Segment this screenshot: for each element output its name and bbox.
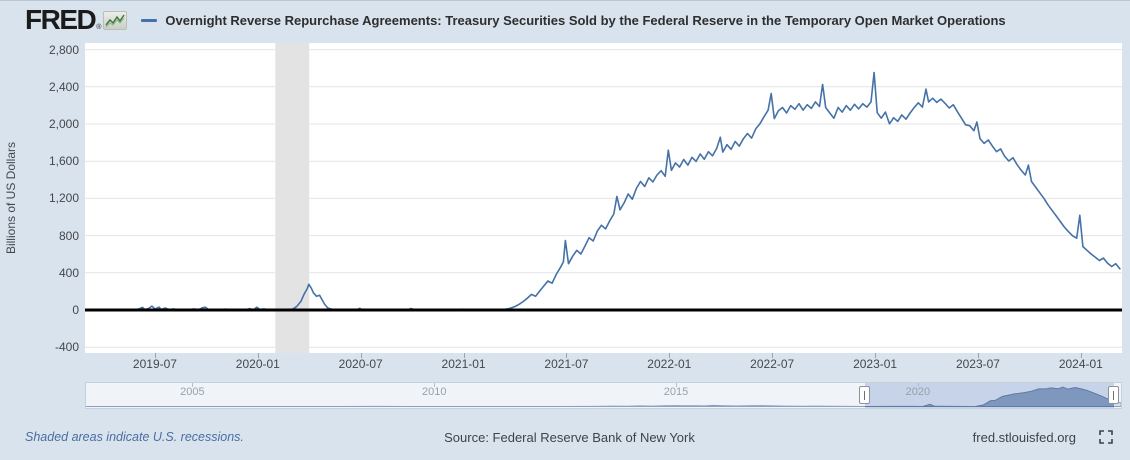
scrubber-year-label: 2015: [663, 386, 689, 398]
data-series-line: [86, 71, 1121, 311]
scrubber-right-handle[interactable]: [1108, 386, 1119, 404]
x-tick-label: 2023-07: [955, 357, 1000, 371]
scrubber-left-handle[interactable]: [859, 386, 870, 404]
x-tick-mark: [977, 353, 979, 358]
chart-header: FRED ® Overnight Reverse Repurchase Agre…: [25, 5, 1006, 35]
y-tick-label: 800: [58, 228, 79, 243]
y-tick-label: 0: [72, 303, 79, 318]
series-legend-dash: [141, 18, 158, 22]
x-tick-label: 2022-01: [647, 357, 692, 371]
plot-area[interactable]: [85, 43, 1122, 353]
fred-logo[interactable]: FRED: [25, 4, 97, 35]
y-tick-label: 2,000: [48, 117, 79, 131]
fullscreen-icon[interactable]: [1098, 429, 1114, 445]
y-tick-label: 400: [58, 265, 79, 280]
chart-footer: Shaded areas indicate U.S. recessions. S…: [0, 425, 1130, 449]
x-tick-label: 2022-07: [750, 357, 795, 371]
main-chart-svg[interactable]: [85, 43, 1122, 353]
scrubber-year-tick: [192, 383, 194, 387]
recession-note: Shaded areas indicate U.S. recessions.: [25, 430, 244, 444]
x-tick-label: 2020-01: [235, 357, 280, 371]
series-title: Overnight Reverse Repurchase Agreements:…: [165, 12, 1006, 28]
y-tick-label: 2,400: [48, 79, 79, 94]
x-tick-mark: [463, 353, 465, 358]
fred-sparkline-icon: [103, 10, 128, 30]
x-tick-label: 2024-01: [1058, 357, 1103, 371]
fred-site-link[interactable]: fred.stlouisfed.org: [972, 429, 1076, 445]
scrubber-year-label: 2005: [180, 386, 205, 398]
source-text: Source: Federal Reserve Bank of New York: [444, 429, 695, 445]
y-tick-label: 2,800: [48, 42, 79, 57]
x-tick-mark: [1080, 353, 1082, 358]
x-tick-label: 2019-07: [132, 357, 177, 371]
y-tick-label: 1,600: [48, 154, 79, 169]
y-tick-label: -400: [54, 340, 79, 355]
scrubber-year-label: 2010: [421, 386, 447, 398]
x-tick-label: 2020-07: [338, 357, 383, 371]
mini-chart-area-selected: [865, 386, 1114, 408]
y-tick-label: 1,200: [48, 191, 79, 206]
x-tick-mark: [154, 353, 156, 358]
scrubber-year-tick: [676, 383, 678, 387]
registered-trademark: ®: [96, 24, 102, 31]
scrubber-year-tick: [434, 383, 436, 387]
x-tick-mark: [772, 353, 774, 358]
x-tick-label: 2021-07: [544, 357, 589, 371]
x-tick-mark: [360, 353, 362, 358]
x-tick-label: 2021-01: [441, 357, 486, 371]
scrubber-selection[interactable]: [865, 383, 1114, 408]
x-tick-label: 2023-01: [853, 357, 898, 371]
x-tick-mark: [257, 353, 259, 358]
y-axis: 2,800 2,400 2,000 1,600 1,200 800 400 0 -400: [0, 1, 79, 371]
scrubber-year-label: 2020: [905, 386, 931, 398]
x-tick-mark: [566, 353, 568, 358]
x-tick-mark: [669, 353, 671, 358]
x-tick-mark: [875, 353, 877, 358]
scrubber-year-tick: [917, 383, 919, 387]
date-range-scrubber[interactable]: 2005 2010 2015 2020: [85, 382, 1122, 409]
